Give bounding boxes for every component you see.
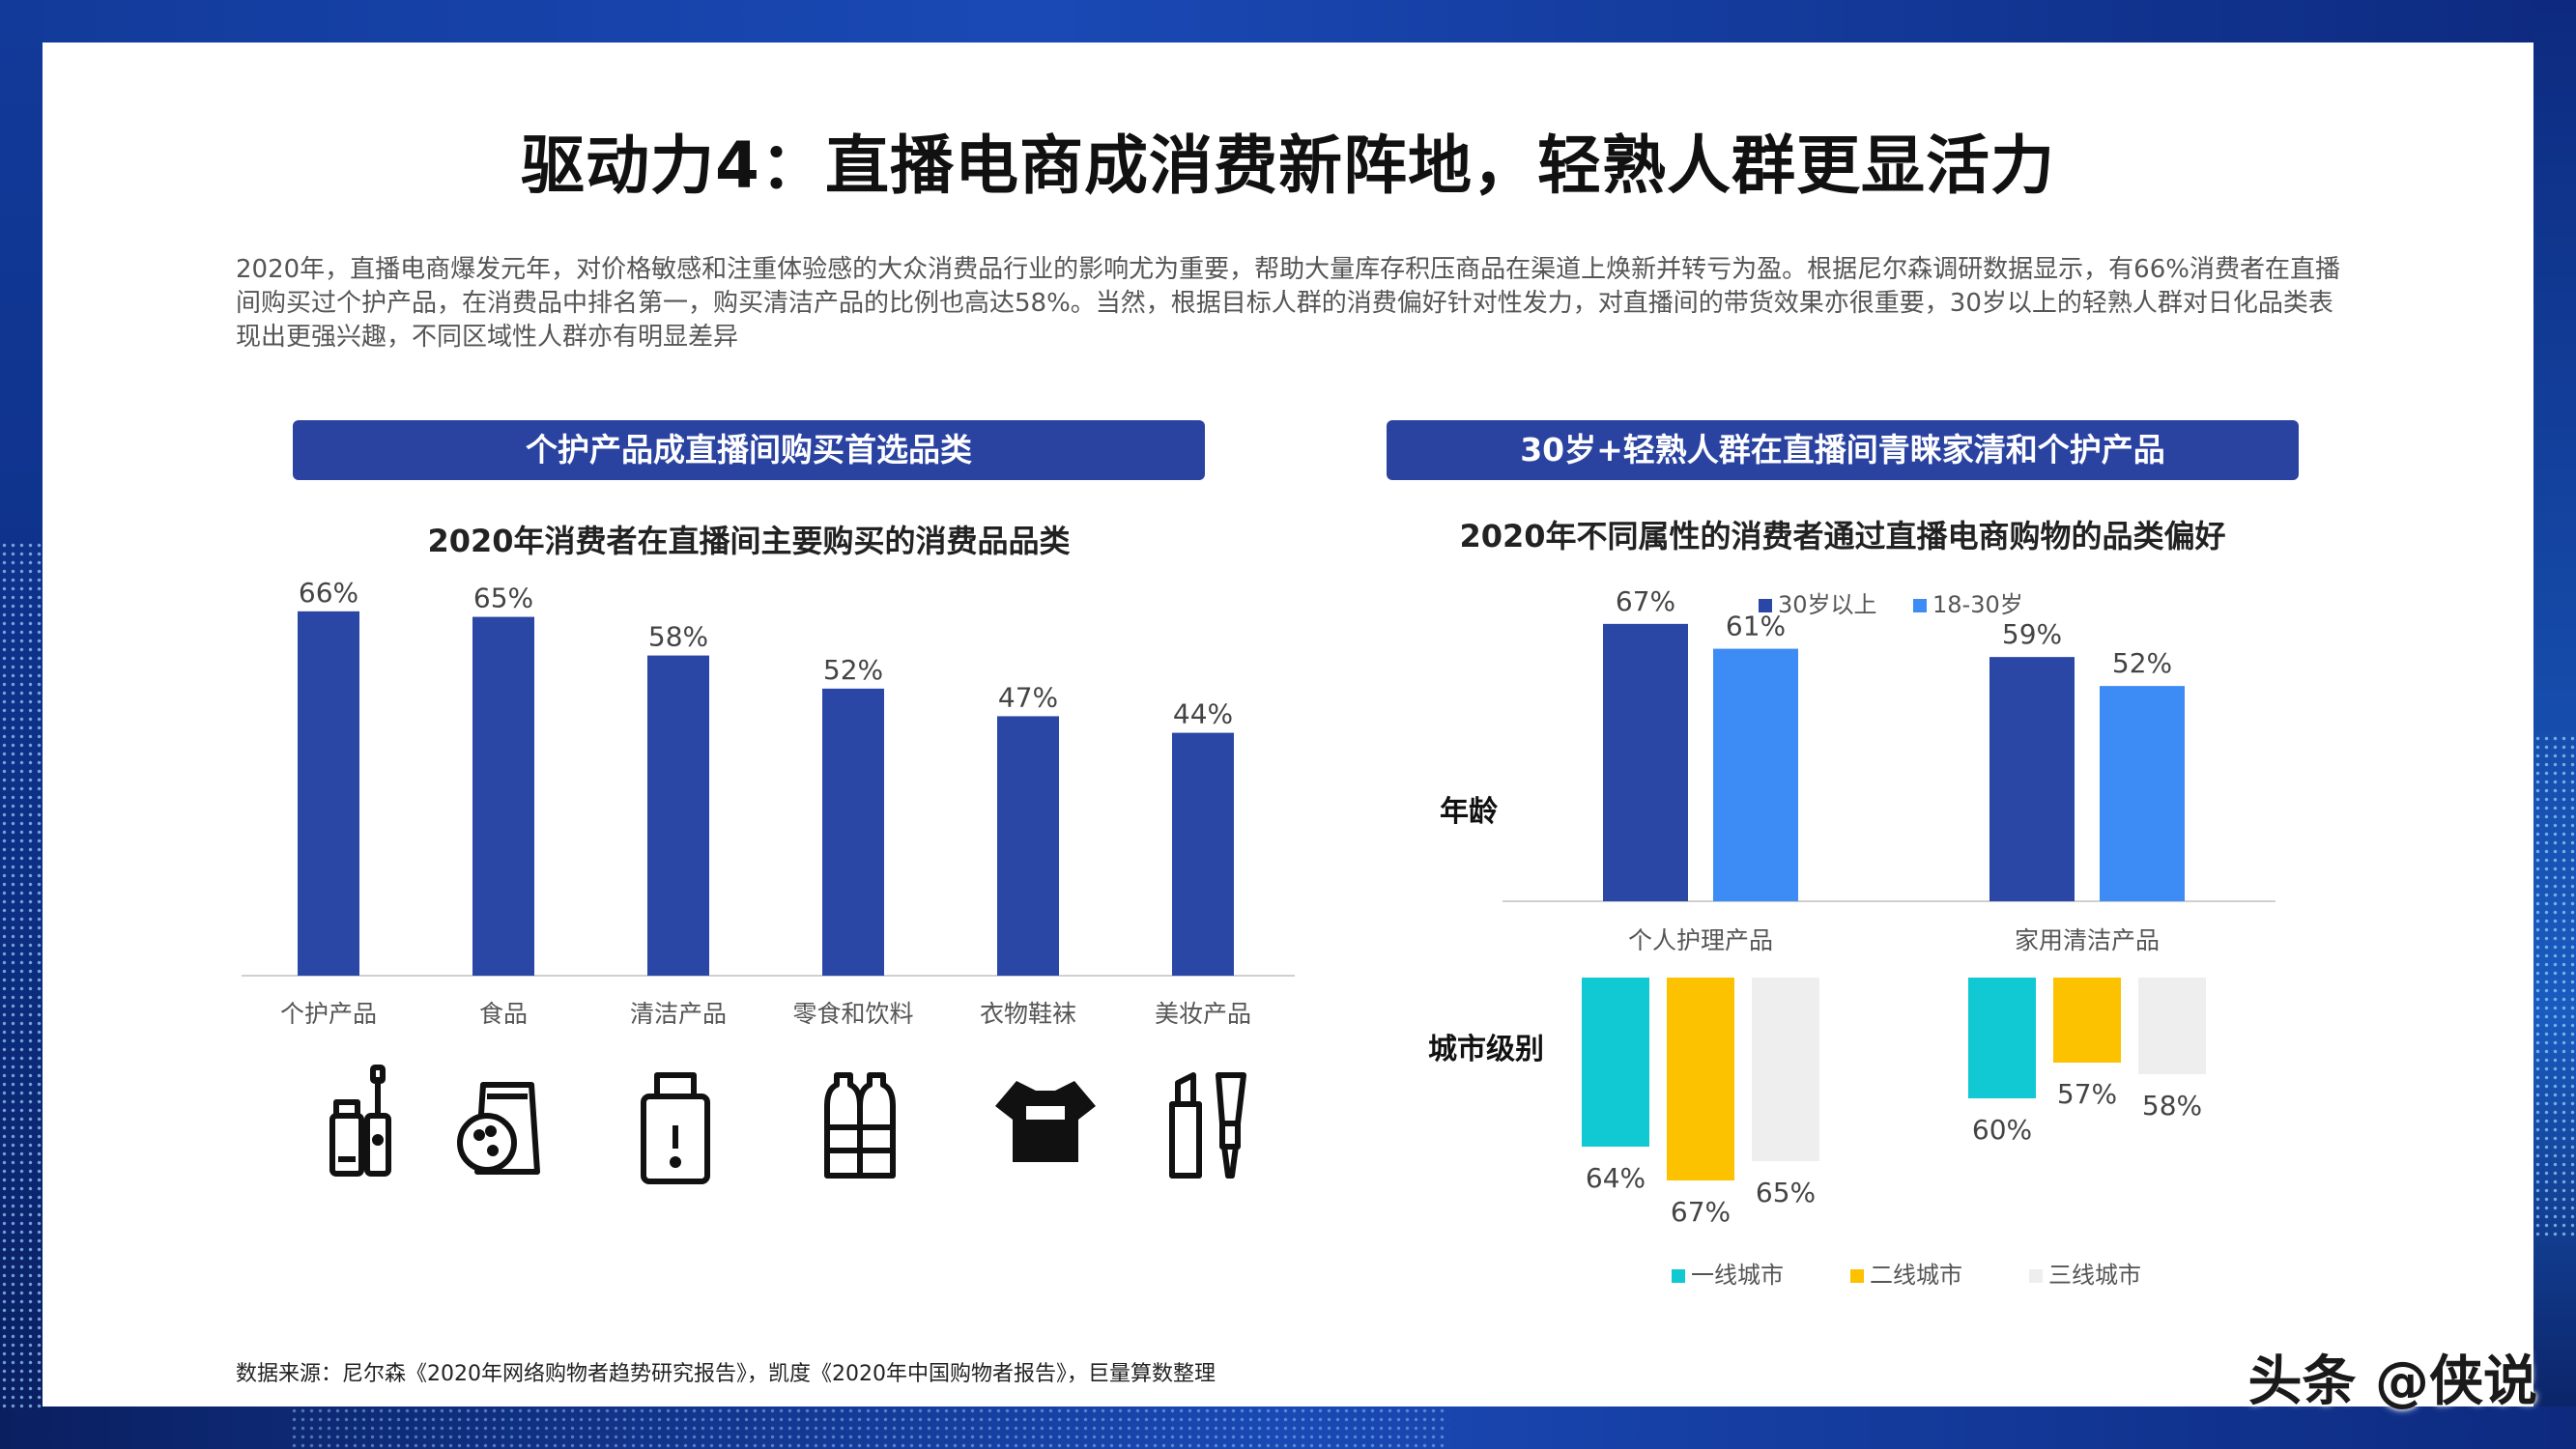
background-bottom	[0, 1406, 2576, 1449]
decorative-dots-left	[0, 541, 43, 1410]
x-tick-label: 清洁产品	[630, 1000, 727, 1024]
legend-label: 一线城市	[1691, 1262, 1784, 1289]
bar	[647, 655, 709, 976]
bar	[1172, 732, 1234, 976]
makeup-icon	[1169, 1072, 1246, 1179]
data-label: 58%	[648, 621, 708, 653]
data-label: 52%	[823, 654, 883, 686]
lotion-toothbrush-icon	[329, 1065, 391, 1177]
data-label: 52%	[2112, 647, 2172, 679]
x-tick-label: 个人护理产品	[1628, 926, 1773, 954]
data-label: 65%	[473, 582, 533, 614]
right-section-banner: 30岁+轻熟人群在直播间青睐家清和个护产品	[1387, 420, 2299, 480]
data-source-note: 数据来源：尼尔森《2020年网络购物者趋势研究报告》，凯度《2020年中国购物者…	[236, 1362, 1216, 1386]
bar	[2053, 978, 2121, 1063]
legend-label: 30岁以上	[1778, 591, 1877, 618]
bar	[1713, 648, 1798, 901]
x-tick-label: 食品	[479, 1000, 528, 1024]
x-tick-label: 个护产品	[280, 1000, 377, 1024]
legend-label: 18-30岁	[1932, 591, 2023, 618]
decorative-dots-bottom	[290, 1406, 1449, 1449]
data-label: 47%	[998, 681, 1058, 713]
data-label: 67%	[1616, 585, 1675, 617]
data-label: 58%	[2142, 1090, 2202, 1122]
bar	[1968, 978, 2036, 1098]
legend-swatch	[1850, 1269, 1864, 1283]
legend-label: 三线城市	[2048, 1262, 2141, 1289]
row-label-city: 城市级别	[1428, 1033, 1544, 1066]
x-tick-label: 美妆产品	[1155, 1000, 1251, 1024]
left-chart-title: 2020年消费者在直播间主要购买的消费品品类	[427, 523, 1071, 559]
bar	[1989, 657, 2075, 901]
data-label: 64%	[1586, 1162, 1646, 1194]
bar	[2138, 978, 2206, 1074]
data-label: 66%	[299, 580, 358, 609]
intro-paragraph: 2020年，直播电商爆发元年，对价格敏感和注重体验感的大众消费品行业的影响尤为重…	[236, 255, 2340, 352]
snack-bag-icon	[457, 1082, 540, 1175]
legend-swatch	[1672, 1269, 1685, 1283]
tshirt-icon	[995, 1081, 1096, 1162]
legend-swatch	[1759, 599, 1772, 612]
decorative-dots-right	[2533, 734, 2576, 1236]
data-label: 65%	[1756, 1177, 1816, 1208]
city-bar-chart: 城市级别 64% 67% 65% 60% 57% 58% 一线城市 二线城市 三线城市	[1428, 978, 2206, 1289]
data-label: 67%	[1671, 1196, 1731, 1228]
x-tick-label: 衣物鞋袜	[980, 1000, 1076, 1024]
data-label: 61%	[1726, 611, 1786, 642]
legend-swatch	[2029, 1269, 2043, 1283]
bar	[298, 611, 359, 976]
bar	[1752, 978, 1819, 1161]
row-label-age: 年龄	[1440, 795, 1499, 829]
bar	[997, 716, 1059, 976]
category-icons	[329, 1065, 1246, 1184]
bar	[1582, 978, 1649, 1147]
right-chart-title: 2020年不同属性的消费者通过直播电商购物的品类偏好	[1459, 518, 2226, 554]
left-bar-chart: 66% 个护产品 65% 食品 58% 清洁产品 52% 零食和饮料 47% 衣物鞋袜 44% 美妆产…	[242, 580, 1295, 1024]
data-label: 60%	[1972, 1114, 2032, 1146]
x-tick-label: 零食和饮料	[792, 1000, 913, 1024]
bar	[2100, 686, 2185, 901]
cleaner-bottle-icon	[641, 1072, 710, 1184]
bar	[1667, 978, 1734, 1180]
data-label: 57%	[2057, 1078, 2117, 1110]
legend-swatch	[1913, 599, 1927, 612]
drink-bottles-icon	[824, 1072, 896, 1179]
watermark: 头条 @侠说	[2247, 1350, 2538, 1413]
legend-label: 二线城市	[1870, 1262, 1962, 1289]
page-title: 驱动力4：直播电商成消费新阵地，轻熟人群更显活力	[521, 128, 2055, 203]
bar	[1603, 623, 1688, 901]
bar	[822, 688, 884, 976]
left-section-banner: 个护产品成直播间购买首选品类	[293, 420, 1205, 480]
bar	[472, 616, 534, 976]
data-label: 44%	[1173, 698, 1233, 730]
data-label: 59%	[2002, 618, 2062, 650]
x-tick-label: 家用清洁产品	[2015, 926, 2160, 954]
background-top	[0, 0, 2576, 43]
